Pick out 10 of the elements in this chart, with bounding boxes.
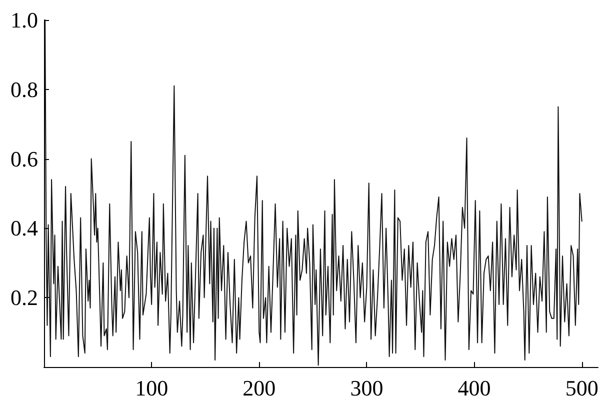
y-tick-label: 0.4 — [10, 216, 38, 241]
x-tick-label: 100 — [135, 376, 168, 400]
y-tick-label: 1.0 — [10, 8, 38, 32]
x-tick-label: 200 — [242, 376, 276, 400]
y-tick-label: 0.2 — [10, 285, 38, 310]
y-tick-label: 0.6 — [10, 146, 38, 172]
x-tick-label: 300 — [350, 376, 384, 400]
x-tick-label: 400 — [458, 376, 491, 400]
x-tick-label: 500 — [565, 376, 598, 400]
y-tick-label: 0.8 — [10, 76, 38, 102]
